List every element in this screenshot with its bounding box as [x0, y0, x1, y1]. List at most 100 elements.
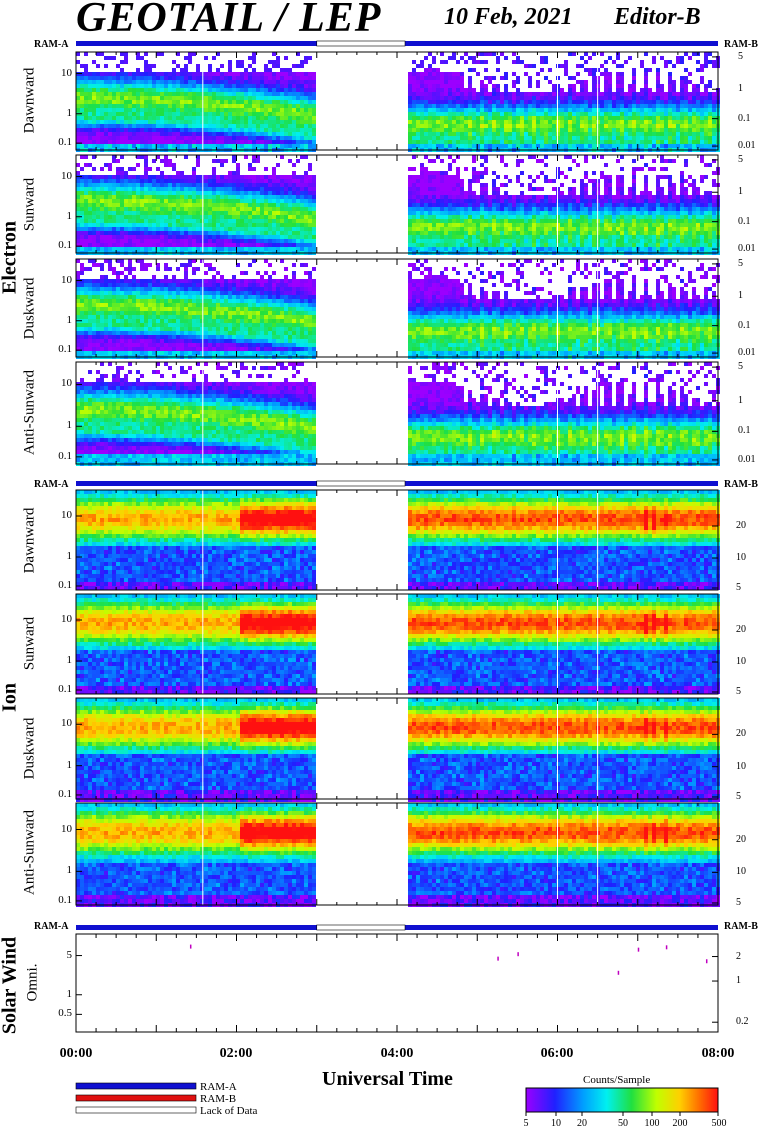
- y2-tick-label: 5: [738, 361, 762, 372]
- y-tick-label: 10: [42, 274, 72, 286]
- y-tick-label: 0.1: [42, 579, 72, 591]
- ram-b-label-solar: RAM-B: [724, 921, 758, 932]
- y-tick-label: 0.1: [42, 894, 72, 906]
- y2-tick-label: 10: [736, 656, 762, 667]
- solar-wind-point: [497, 957, 499, 961]
- x-tick-label: 06:00: [527, 1046, 587, 1062]
- y2-tick-label: 10: [736, 552, 762, 563]
- y2-tick-label: 0.2: [736, 1016, 762, 1027]
- y2-tick-label: 1: [738, 186, 762, 197]
- y2-tick-label: 5: [736, 582, 762, 593]
- page-title: GEOTAIL / LEP: [76, 0, 381, 42]
- legend-ram-a-swatch: [76, 1083, 196, 1089]
- y2-tick-label: 20: [736, 624, 762, 635]
- y-tick-label: 10: [42, 170, 72, 182]
- y-tick-label: 0.1: [42, 239, 72, 251]
- panel-label-i-sunward: Sunward: [22, 604, 39, 684]
- y2-tick-label: 0.1: [738, 216, 762, 227]
- colorbar-tick: 100: [637, 1118, 667, 1129]
- y-tick-label: 1: [42, 864, 72, 876]
- colorbar-tick: 20: [567, 1118, 597, 1129]
- y2-tick-label: 0.01: [738, 347, 762, 358]
- y2-tick-label: 1: [738, 290, 762, 301]
- y2-tick-label: 2: [736, 951, 762, 962]
- y-tick-label: 5: [42, 949, 72, 961]
- y-tick-label: 1: [42, 988, 72, 1000]
- solar-wind-point: [706, 959, 708, 963]
- colorbar-tick: 50: [608, 1118, 638, 1129]
- y2-tick-label: 1: [736, 975, 762, 986]
- ram-a-label-electron: RAM-A: [34, 39, 68, 50]
- legend-ram-b-swatch: [76, 1095, 196, 1101]
- ram-a-label-solar: RAM-A: [34, 921, 68, 932]
- solar-wind-panel-frame: [76, 934, 718, 1032]
- y2-tick-label: 1: [738, 395, 762, 406]
- ram-bar-ion-gap: [317, 481, 405, 486]
- y2-tick-label: 5: [738, 154, 762, 165]
- solar-wind-point: [190, 945, 192, 949]
- title-editor: Editor-B: [614, 4, 701, 31]
- panel-label-i-antisunward: Anti-Sunward: [22, 803, 39, 903]
- y2-tick-label: 1: [738, 83, 762, 94]
- y-tick-label: 0.1: [42, 450, 72, 462]
- y2-tick-label: 5: [738, 51, 762, 62]
- electron-panel-1-heatmap: [76, 155, 720, 255]
- y2-tick-label: 0.1: [738, 425, 762, 436]
- y-tick-label: 0.5: [42, 1007, 72, 1019]
- y-tick-label: 10: [42, 67, 72, 79]
- solar-wind-point: [517, 952, 519, 956]
- group-label-ion: Ion: [0, 668, 22, 728]
- ram-bar-solar-gap: [317, 925, 405, 930]
- group-label-electron: Electron: [0, 218, 22, 298]
- legend-ram-b-label: RAM-B: [200, 1093, 236, 1105]
- legend-ram-a-label: RAM-A: [200, 1081, 237, 1093]
- y-tick-label: 0.1: [42, 788, 72, 800]
- geotail-lep-plot: [0, 0, 762, 1128]
- y2-tick-label: 20: [736, 834, 762, 845]
- solar-wind-point: [618, 971, 620, 975]
- panel-label-i-duskward: Duskward: [22, 709, 39, 789]
- colorbar: [526, 1088, 718, 1112]
- y-tick-label: 1: [42, 759, 72, 771]
- y-tick-label: 1: [42, 419, 72, 431]
- solar-wind-point: [638, 948, 640, 952]
- title-date: 10 Feb, 2021: [444, 4, 573, 31]
- y-tick-label: 1: [42, 654, 72, 666]
- y2-tick-label: 20: [736, 728, 762, 739]
- y-tick-label: 0.1: [42, 343, 72, 355]
- x-tick-label: 08:00: [688, 1046, 748, 1062]
- panel-label-e-antisunward: Anti-Sunward: [22, 363, 39, 463]
- y-tick-label: 10: [42, 509, 72, 521]
- x-tick-label: 00:00: [46, 1046, 106, 1062]
- panel-label-omni: Omni.: [25, 958, 42, 1008]
- ram-a-label-ion: RAM-A: [34, 479, 68, 490]
- y2-tick-label: 0.01: [738, 243, 762, 254]
- y2-tick-label: 0.1: [738, 113, 762, 124]
- y2-tick-label: 5: [736, 897, 762, 908]
- y-tick-label: 10: [42, 613, 72, 625]
- ion-panel-3-heatmap: [76, 803, 720, 907]
- colorbar-tick: 200: [665, 1118, 695, 1129]
- y-tick-label: 1: [42, 550, 72, 562]
- colorbar-title: Counts/Sample: [583, 1074, 650, 1086]
- ion-panel-1-heatmap: [76, 594, 720, 694]
- group-label-solar-wind: Solar Wind: [0, 931, 22, 1041]
- y-tick-label: 0.1: [42, 683, 72, 695]
- colorbar-tick: 5: [511, 1118, 541, 1129]
- legend-no-data-swatch: [76, 1107, 196, 1113]
- y2-tick-label: 0.01: [738, 454, 762, 465]
- panel-label-i-dawnward: Dawnward: [22, 501, 39, 581]
- y-tick-label: 10: [42, 717, 72, 729]
- panel-label-e-sunward: Sunward: [22, 165, 39, 245]
- electron-panel-2-heatmap: [76, 259, 720, 359]
- colorbar-tick: 500: [704, 1118, 734, 1129]
- y-tick-label: 1: [42, 107, 72, 119]
- y-tick-label: 1: [42, 210, 72, 222]
- ion-panel-2-heatmap: [76, 698, 720, 802]
- ram-b-label-ion: RAM-B: [724, 479, 758, 490]
- y-tick-label: 10: [42, 823, 72, 835]
- solar-wind-point: [666, 945, 668, 949]
- legend-no-data-label: Lack of Data: [200, 1105, 257, 1117]
- x-tick-label: 04:00: [367, 1046, 427, 1062]
- y2-tick-label: 20: [736, 520, 762, 531]
